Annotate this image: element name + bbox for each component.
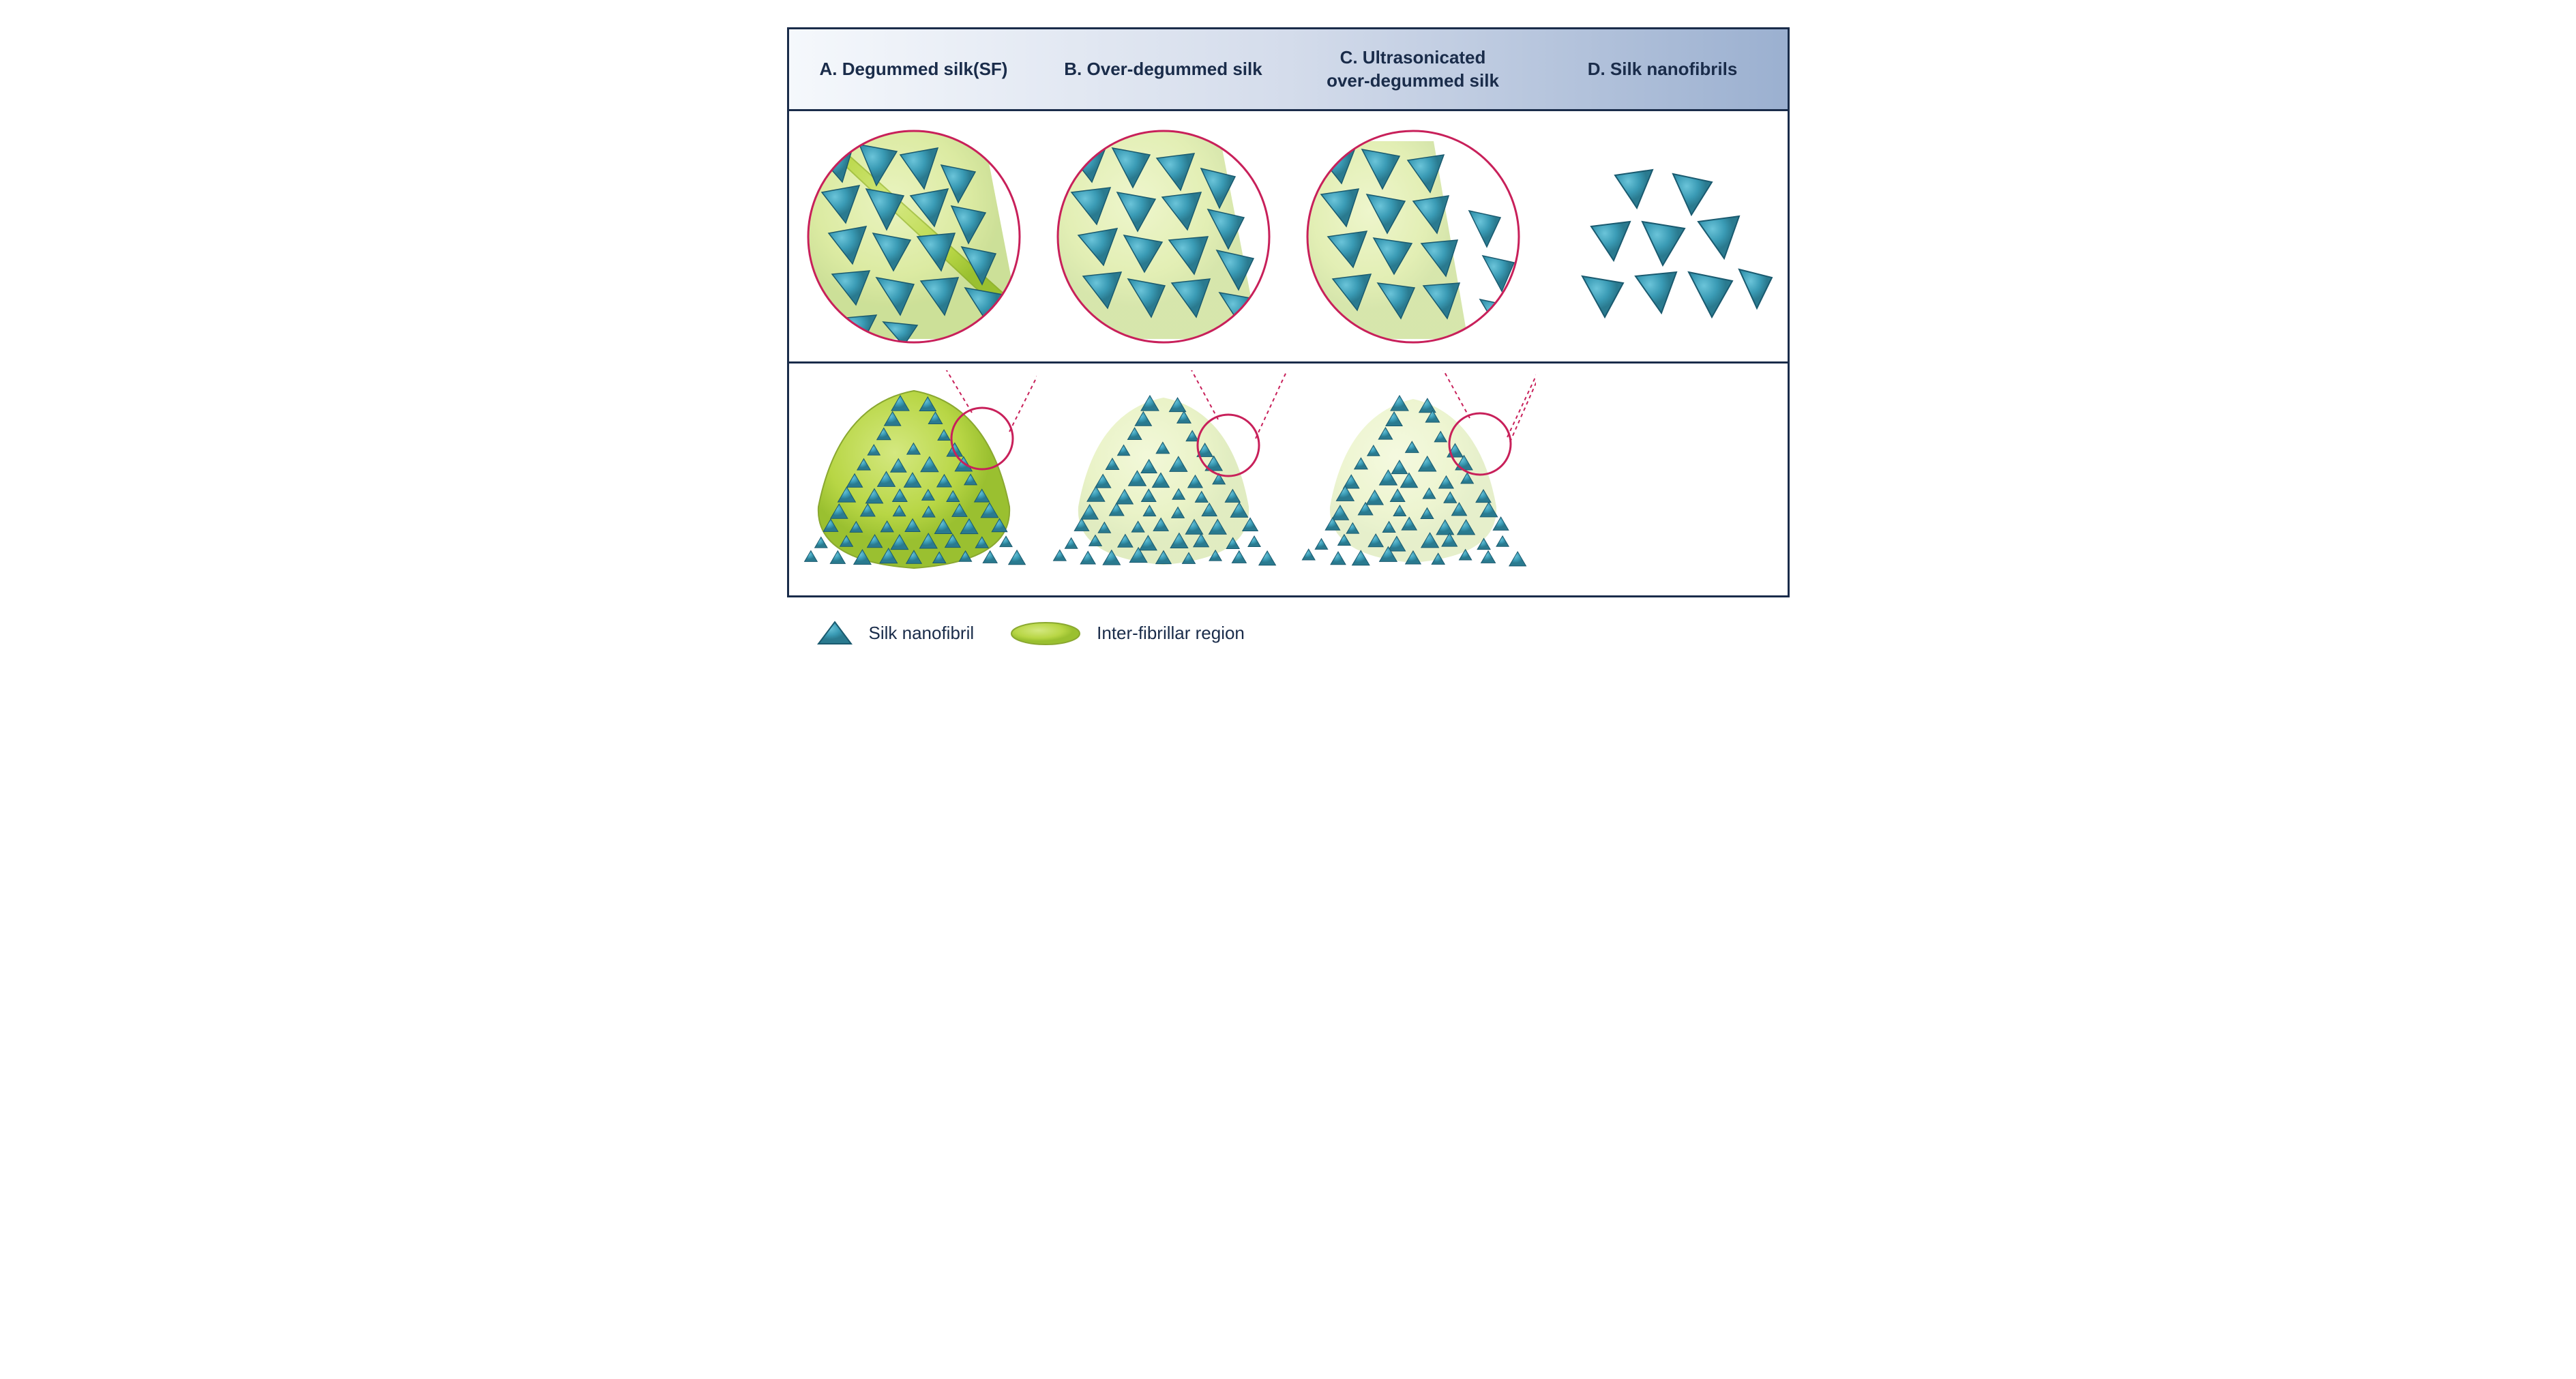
- header-label-b: B. Over-degummed silk: [1064, 58, 1262, 81]
- nanofibrils-d: [1538, 111, 1788, 361]
- legend: Silk nanofibril Inter-fibrillar region: [787, 597, 1790, 669]
- header-label-a: A. Degummed silk(SF): [820, 58, 1008, 81]
- legend-item-nanofibril: Silk nanofibril: [814, 618, 975, 649]
- magnified-view-b: [1041, 114, 1286, 359]
- whole-d-empty: [1538, 364, 1788, 595]
- legend-label-nanofibril: Silk nanofibril: [869, 623, 975, 644]
- legend-item-interfibrillar: Inter-fibrillar region: [1008, 618, 1245, 649]
- lower-row: [789, 364, 1788, 595]
- header-label-c: C. Ultrasonicatedover-degummed silk: [1327, 46, 1499, 93]
- header-cell-c: C. Ultrasonicatedover-degummed silk: [1288, 29, 1538, 109]
- nanofibril-icon: [814, 618, 855, 649]
- magnified-view-a: [791, 114, 1037, 359]
- magnified-b: [1039, 111, 1288, 361]
- free-nanofibrils: [1540, 114, 1786, 359]
- header-cell-b: B. Over-degummed silk: [1039, 29, 1288, 109]
- header-label-d: D. Silk nanofibrils: [1588, 58, 1738, 81]
- whole-c: [1288, 364, 1538, 595]
- cross-section-a: [791, 370, 1037, 589]
- legend-label-interfibrillar: Inter-fibrillar region: [1097, 623, 1245, 644]
- cross-section-b: [1041, 370, 1286, 589]
- header-cell-a: A. Degummed silk(SF): [789, 29, 1039, 109]
- whole-a: [789, 364, 1039, 595]
- magnified-c: [1288, 111, 1538, 361]
- header-row: A. Degummed silk(SF) B. Over-degummed si…: [789, 29, 1788, 111]
- header-cell-d: D. Silk nanofibrils: [1538, 29, 1788, 109]
- silk-nanofibril-figure: A. Degummed silk(SF) B. Over-degummed si…: [787, 27, 1790, 669]
- interfibrillar-icon: [1008, 618, 1083, 649]
- magnified-a: [789, 111, 1039, 361]
- whole-b: [1039, 364, 1288, 595]
- magnified-view-c: [1290, 114, 1536, 359]
- panel-container: A. Degummed silk(SF) B. Over-degummed si…: [787, 27, 1790, 597]
- cross-section-c: [1290, 370, 1536, 589]
- upper-row: [789, 111, 1788, 364]
